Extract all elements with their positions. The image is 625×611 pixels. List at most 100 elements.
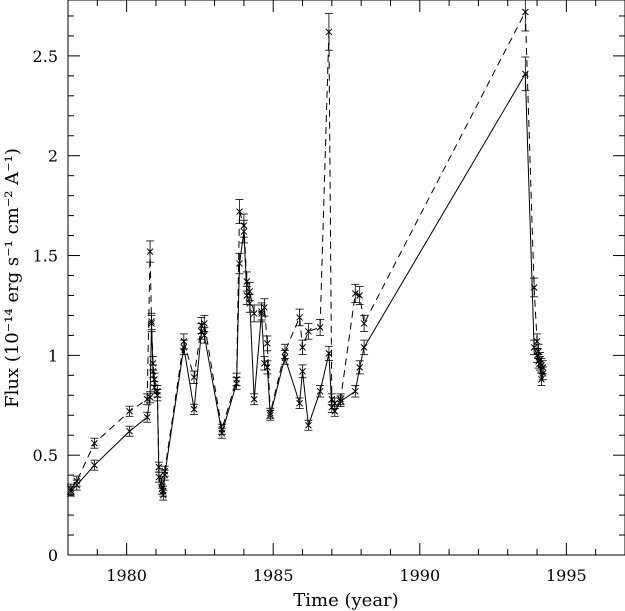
data-point — [146, 391, 155, 404]
x-marker — [261, 359, 268, 367]
data-point — [280, 350, 289, 365]
data-point — [154, 471, 163, 483]
data-point — [143, 411, 152, 423]
x-marker — [236, 208, 243, 215]
axis-ticks — [68, 0, 625, 555]
tick-labels: 1980 1985 1990 1995 0 0.5 1 1.5 2 2.5 — [33, 47, 587, 585]
x-marker — [296, 399, 303, 407]
x-marker — [91, 439, 98, 447]
x-marker — [158, 485, 166, 493]
y-tick-label: 1.5 — [33, 247, 58, 266]
data-point — [90, 459, 99, 471]
x-marker — [305, 328, 312, 335]
x-marker — [360, 320, 368, 327]
data-point — [179, 339, 188, 356]
x-marker — [190, 405, 198, 413]
x-marker — [351, 290, 359, 297]
data-point — [197, 323, 206, 340]
y-tick-label: 0.5 — [33, 446, 58, 465]
data-point — [324, 345, 333, 361]
x-tick-label: 1990 — [399, 566, 440, 585]
y-tick-label: 0 — [48, 546, 58, 565]
data-point — [330, 405, 339, 417]
x-marker — [331, 407, 339, 415]
x-marker — [200, 332, 208, 339]
x-marker — [126, 407, 133, 415]
data-point — [72, 479, 81, 491]
x-marker — [316, 324, 324, 331]
x-marker — [533, 352, 541, 359]
data-point — [160, 469, 169, 481]
x-marker — [243, 278, 251, 285]
data-point — [217, 427, 226, 439]
data-point — [245, 294, 254, 313]
data-point — [263, 360, 272, 375]
data-point — [263, 335, 272, 352]
x-marker — [250, 395, 258, 403]
x-marker — [296, 314, 303, 321]
x-marker — [180, 344, 188, 351]
x-marker — [154, 391, 161, 399]
data-point — [250, 393, 259, 406]
solid-series-line — [70, 72, 544, 496]
data-point — [242, 285, 251, 305]
data-point — [298, 339, 307, 356]
x-tick-label: 1995 — [546, 566, 587, 585]
data-point — [250, 304, 259, 323]
x-marker — [91, 461, 98, 469]
data-point — [324, 13, 333, 51]
data-point — [538, 366, 547, 381]
data-point — [355, 285, 364, 305]
data-point — [316, 319, 325, 336]
x-axis-label: Time (year) — [293, 590, 398, 611]
x-marker — [236, 260, 243, 267]
data-point — [533, 333, 542, 350]
x-marker — [530, 344, 538, 351]
data-point — [316, 385, 325, 398]
x-marker — [250, 310, 258, 317]
x-marker — [243, 292, 251, 299]
x-marker — [325, 350, 333, 357]
y-axis-label: Flux (10⁻¹⁴ erg s⁻¹ cm⁻² A⁻¹) — [2, 148, 23, 408]
data-point — [235, 199, 244, 225]
x-marker — [299, 344, 306, 351]
data-point — [521, 0, 530, 32]
data-point — [336, 395, 345, 408]
series-layer — [66, 0, 547, 501]
x-marker — [161, 471, 169, 479]
x-marker — [198, 328, 205, 335]
x-marker — [266, 411, 274, 419]
x-marker — [146, 393, 154, 401]
y-tick-label: 1 — [48, 346, 58, 365]
x-marker — [246, 300, 254, 307]
x-marker — [263, 340, 271, 347]
x-tick-label: 1985 — [253, 566, 294, 585]
data-point — [521, 56, 530, 92]
x-marker — [190, 373, 198, 381]
data-point — [257, 304, 266, 323]
x-marker — [351, 387, 359, 395]
data-point — [232, 376, 241, 390]
x-marker — [521, 8, 529, 16]
data-point — [125, 425, 134, 437]
data-point — [266, 409, 275, 421]
data-point — [200, 327, 209, 344]
data-point — [298, 364, 307, 379]
x-marker — [246, 288, 254, 295]
x-marker — [337, 397, 344, 405]
x-marker — [299, 367, 306, 375]
x-marker — [146, 248, 154, 255]
data-point — [146, 240, 155, 263]
data-point — [153, 389, 162, 402]
data-point — [190, 403, 199, 415]
data-point — [295, 397, 304, 409]
x-marker — [218, 429, 226, 437]
dashed-series-line — [70, 10, 544, 492]
x-marker — [536, 359, 544, 367]
y-tick-label: 2 — [48, 147, 58, 166]
x-marker — [356, 363, 364, 371]
x-marker — [258, 310, 265, 317]
x-marker — [328, 403, 336, 411]
x-marker — [143, 413, 151, 421]
data-point — [157, 483, 166, 495]
